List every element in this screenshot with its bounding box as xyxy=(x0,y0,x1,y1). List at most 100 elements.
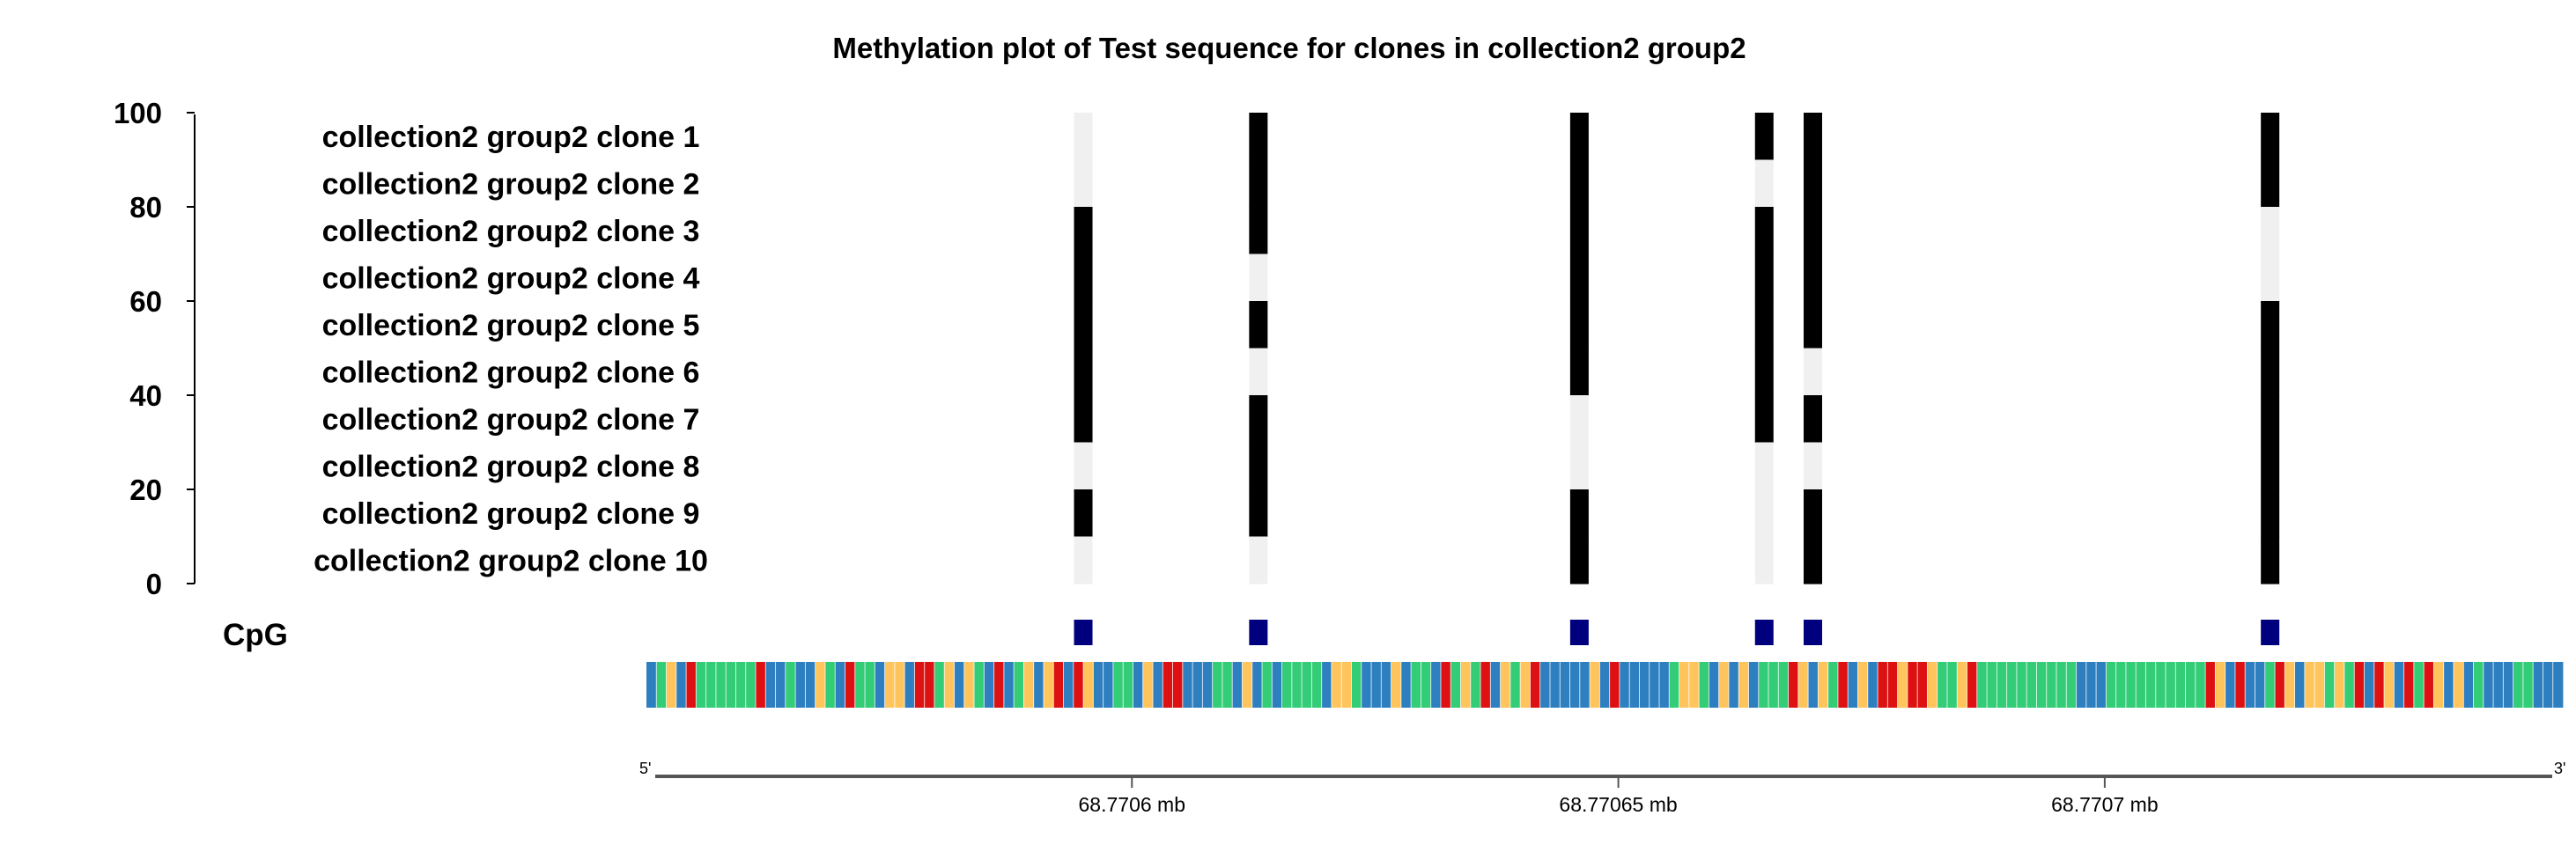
sequence-base-C xyxy=(1430,662,1442,708)
sequence-base-G xyxy=(2304,662,2315,708)
methylation-cell xyxy=(1754,395,1774,444)
sequence-base-G xyxy=(1331,662,1342,708)
methylation-cell xyxy=(1569,159,1589,208)
sequence-base-C xyxy=(1400,662,1412,708)
y-tick-label: 20 xyxy=(129,474,162,506)
methylation-cell xyxy=(1754,489,1774,538)
sequence-base-C xyxy=(805,662,816,708)
sequence-base-G xyxy=(1341,662,1352,708)
clone-label: collection2 group2 clone 1 xyxy=(322,121,700,154)
methylation-cell xyxy=(1249,395,1268,444)
sequence-base-C xyxy=(1003,662,1015,708)
x-axis-ticks: 68.7706 mb 68.77065 mb 68.7707 mb xyxy=(1079,776,2159,816)
sequence-base-T xyxy=(2354,662,2365,708)
sequence-base-T xyxy=(2275,662,2285,708)
sequence-base-A xyxy=(1778,662,1789,708)
sequence-base-G xyxy=(1897,662,1908,708)
sequence-base-T xyxy=(1172,662,1184,708)
sequence-base-C xyxy=(1539,662,1551,708)
sequence-base-G xyxy=(1818,662,1829,708)
sequence-base-A xyxy=(2046,662,2057,708)
sequence-base-C xyxy=(2394,662,2405,708)
methylation-cell xyxy=(1074,536,1093,584)
sequence-base-T xyxy=(1887,662,1899,708)
sequence-base-C xyxy=(1321,662,1332,708)
sequence-base-G xyxy=(1023,662,1035,708)
methylation-cell xyxy=(2261,536,2280,584)
sequence-base-G xyxy=(1391,662,1402,708)
sequence-base-A xyxy=(656,662,667,708)
sequence-base-T xyxy=(1609,662,1620,708)
sequence-base-C xyxy=(1659,662,1670,708)
sequence-base-T xyxy=(2234,662,2246,708)
sequence-base-G xyxy=(1797,662,1809,708)
methylation-cell xyxy=(1074,442,1093,490)
sequence-base-G xyxy=(1520,662,1531,708)
sequence-base-G xyxy=(2334,662,2345,708)
sequence-base-G xyxy=(2284,662,2295,708)
sequence-base-A xyxy=(1509,662,1521,708)
sequence-base-A xyxy=(1302,662,1312,708)
sequence-base-T xyxy=(845,662,856,708)
methylation-cell xyxy=(1249,489,1268,538)
sequence-base-A xyxy=(2125,662,2137,708)
sequence-base-A xyxy=(1421,662,1432,708)
sequence-base-C xyxy=(1599,662,1611,708)
sequence-base-T xyxy=(924,662,935,708)
methylation-cell xyxy=(1569,207,1589,255)
sequence-base-G xyxy=(1142,662,1154,708)
sequence-base-G xyxy=(666,662,677,708)
methylation-cell xyxy=(1754,254,1774,302)
sequence-base-A xyxy=(1768,662,1779,708)
y-tick-label: 80 xyxy=(129,191,162,224)
sequence-base-A xyxy=(2473,662,2484,708)
methylation-cell xyxy=(2261,348,2280,396)
sequence-base-C xyxy=(1133,662,1144,708)
sequence-base-A xyxy=(1946,662,1958,708)
cpg-row-label: CpG xyxy=(223,618,288,652)
sequence-base-T xyxy=(914,662,926,708)
sequence-base-G xyxy=(1460,662,1472,708)
methylation-cell xyxy=(1569,348,1589,396)
ruler-end-label: 3' xyxy=(2554,760,2565,777)
sequence-base-C xyxy=(2076,662,2087,708)
sequence-base-C xyxy=(1182,662,1193,708)
methylation-cell xyxy=(1803,301,1822,349)
sequence-base-C xyxy=(2294,662,2306,708)
sequence-base-G xyxy=(1738,662,1749,708)
methylation-cell xyxy=(1569,113,1589,161)
sequence-base-G xyxy=(815,662,826,708)
methylation-cell xyxy=(1569,489,1589,538)
sequence-base-A xyxy=(726,662,736,708)
y-tick-label: 60 xyxy=(129,285,162,318)
methylation-cell xyxy=(2261,442,2280,490)
sequence-base-T xyxy=(686,662,697,708)
sequence-base-T xyxy=(1163,662,1173,708)
sequence-base-A xyxy=(2056,662,2067,708)
methylation-cell xyxy=(1803,395,1822,444)
sequence-base-A xyxy=(1281,662,1293,708)
methylation-cell xyxy=(1754,442,1774,490)
sequence-base-A xyxy=(1222,662,1233,708)
sequence-base-C xyxy=(1232,662,1243,708)
sequence-base-C xyxy=(795,662,806,708)
methylation-cell xyxy=(1249,442,1268,490)
sequence-base-G xyxy=(1957,662,1967,708)
methylation-cell xyxy=(1249,113,1268,161)
methylation-cell xyxy=(1074,395,1093,444)
sequence-base-T xyxy=(1053,662,1064,708)
sequence-base-A xyxy=(735,662,747,708)
sequence-base-T xyxy=(993,662,1005,708)
sequence-base-C xyxy=(1560,662,1570,708)
sequence-base-C xyxy=(1649,662,1660,708)
sequence-base-C xyxy=(1361,662,1372,708)
sequence-base-G xyxy=(1718,662,1730,708)
sequence-base-A xyxy=(696,662,707,708)
sequence-base-G xyxy=(884,662,896,708)
sequence-base-A xyxy=(2006,662,2018,708)
methylation-cell xyxy=(1754,159,1774,208)
sequence-base-C xyxy=(1202,662,1214,708)
methylation-cell xyxy=(1754,207,1774,255)
methylation-cell xyxy=(1803,489,1822,538)
sequence-base-A xyxy=(785,662,796,708)
